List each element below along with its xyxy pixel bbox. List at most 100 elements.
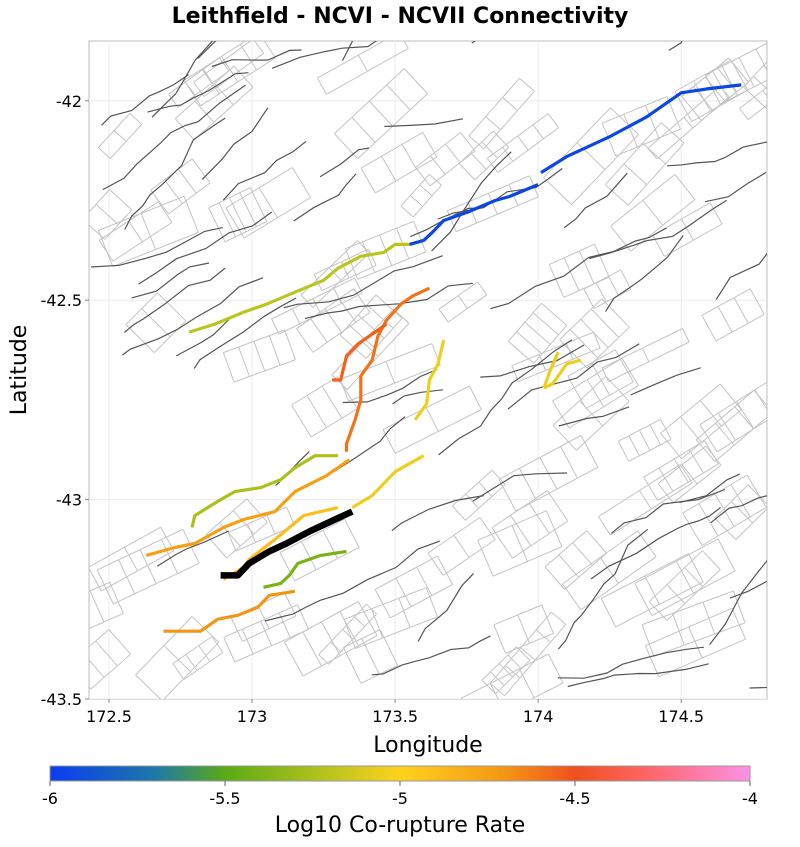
fault-trace [590, 507, 721, 580]
fault-surface-outline [699, 381, 767, 453]
fault-surface-outline [491, 490, 569, 559]
fault-surface-outline [657, 445, 722, 504]
fault-trace [715, 252, 767, 300]
fault-surface-outline [567, 349, 634, 409]
fault-surface-outline [660, 383, 742, 460]
fault-surface-outline [562, 530, 657, 611]
fault-trace [480, 344, 585, 378]
fault-surface-outline [172, 636, 224, 680]
fault-trace [283, 255, 443, 309]
fault-surface-outline [644, 607, 746, 678]
co-rupture-section [145, 458, 351, 557]
fault-trace [304, 282, 473, 320]
fault-trace [175, 317, 231, 357]
source-rupture-layer [220, 508, 354, 579]
fault-trace [490, 227, 667, 310]
fault-surface-outline [674, 59, 749, 123]
fault-trace [91, 227, 223, 268]
colorbar-tick-label: -5.5 [209, 789, 240, 808]
colorbar-tick-label: -6 [42, 789, 58, 808]
fault-surface-outline [271, 277, 363, 335]
y-tick-label: -43 [56, 491, 82, 510]
co-rupture-section [188, 242, 410, 334]
y-tick-label: -43.5 [41, 690, 82, 709]
fault-surface-outline [552, 357, 639, 429]
fault-trace [567, 663, 709, 688]
fault-surface-outline [89, 526, 175, 592]
fault-surface-outline [227, 506, 296, 552]
fault-surface-outline [543, 107, 639, 205]
fault-trace [557, 528, 649, 650]
fault-surface-outline [552, 375, 630, 451]
fault-trace [319, 147, 369, 178]
fault-trace [438, 339, 573, 456]
fault-surface-outline [477, 510, 563, 577]
fault-trace [151, 41, 214, 118]
fault-trace [431, 151, 512, 252]
fault-surface-outline [652, 202, 723, 257]
fault-trace [342, 368, 438, 404]
fault-trace [710, 495, 767, 524]
fault-surface-outline [468, 77, 535, 150]
fault-trace [392, 389, 443, 405]
fault-surface-outline [604, 122, 685, 206]
fault-surface-outline [360, 131, 438, 194]
fault-surface-outline [97, 195, 199, 268]
fault-trace [131, 262, 210, 299]
fault-trace [705, 171, 767, 203]
fault-surface-outline [427, 516, 496, 576]
fault-surface-outline [452, 469, 506, 521]
fault-trace [102, 84, 246, 191]
fault-surface-outline [296, 288, 371, 353]
fault-trace [729, 580, 767, 599]
fault-surface-outline [205, 498, 268, 559]
fault-surface-outline [610, 174, 696, 252]
fault-surface-outline [695, 389, 767, 462]
y-axis-ticks: -42 -42.5 -43 -43.5 [41, 92, 89, 709]
fault-surface-outline [598, 463, 693, 536]
fault-trace [391, 495, 484, 532]
fault-surface-outline [291, 376, 358, 438]
fault-trace [147, 72, 249, 113]
fault-surface-outline [96, 528, 200, 605]
fault-trace [222, 140, 307, 201]
fault-trace [472, 472, 568, 502]
fault-surface-outline [334, 68, 428, 160]
fault-surface-outline [643, 440, 719, 501]
fault-surface-outline [481, 646, 531, 695]
co-rupture-section [263, 549, 347, 589]
fault-trace [293, 173, 357, 222]
fault-surface-outline [559, 298, 630, 369]
fault-surface-outline [601, 328, 690, 383]
fault-surface-outline [208, 187, 268, 243]
fault-surface-outline [222, 329, 296, 383]
fault-surface-outline [743, 61, 767, 110]
fault-trace [124, 267, 226, 333]
fault-surface-outline [458, 130, 510, 181]
colorbar-tick-label: -4.5 [559, 789, 590, 808]
co-rupture-section [163, 589, 296, 633]
source-rupture-trace [220, 508, 354, 579]
fault-trace [604, 234, 684, 312]
fault-surface-outline [511, 331, 601, 383]
fault-surface-outline [583, 269, 632, 309]
fault-surface-outline [279, 518, 360, 582]
fault-surface-outline [507, 302, 568, 364]
fault-trace [437, 168, 563, 220]
fault-trace [709, 559, 767, 645]
co-rupture-section [344, 286, 431, 452]
co-rupture-section [540, 83, 742, 174]
co-rupture-section [332, 322, 388, 382]
fault-trace [749, 686, 767, 689]
x-axis-label: Longitude [373, 733, 482, 758]
co-rupture-section [543, 358, 582, 390]
fault-surface-outline [89, 581, 124, 630]
fault-trace [211, 49, 302, 68]
fault-surface-outline [374, 555, 454, 619]
fault-surface-outline [300, 240, 370, 308]
fault-trace [667, 141, 767, 167]
fault-surface-outline [339, 343, 441, 402]
fault-trace [197, 41, 217, 60]
fault-trace [101, 74, 189, 126]
